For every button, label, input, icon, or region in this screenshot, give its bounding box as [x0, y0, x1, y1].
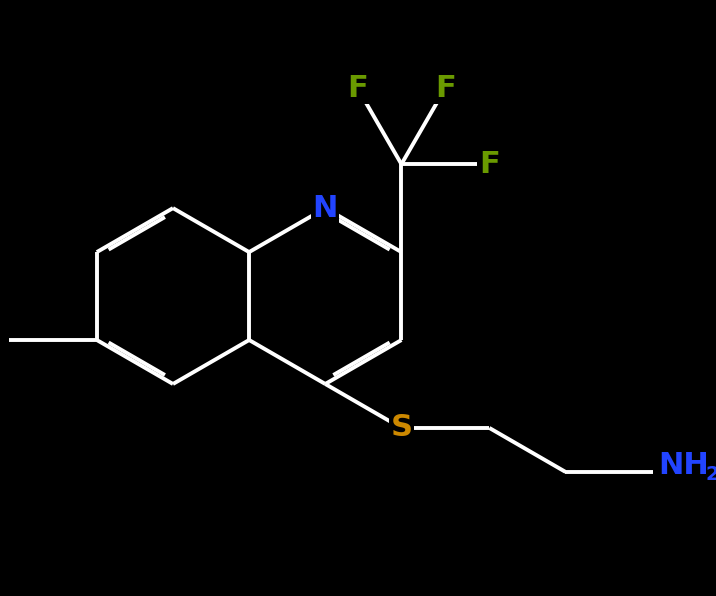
Text: N: N — [313, 194, 338, 223]
Text: F: F — [435, 73, 456, 103]
Text: F: F — [347, 73, 368, 103]
Text: S: S — [390, 414, 412, 442]
Text: F: F — [479, 150, 500, 179]
Text: NH: NH — [658, 451, 709, 480]
Text: 2: 2 — [705, 465, 716, 485]
